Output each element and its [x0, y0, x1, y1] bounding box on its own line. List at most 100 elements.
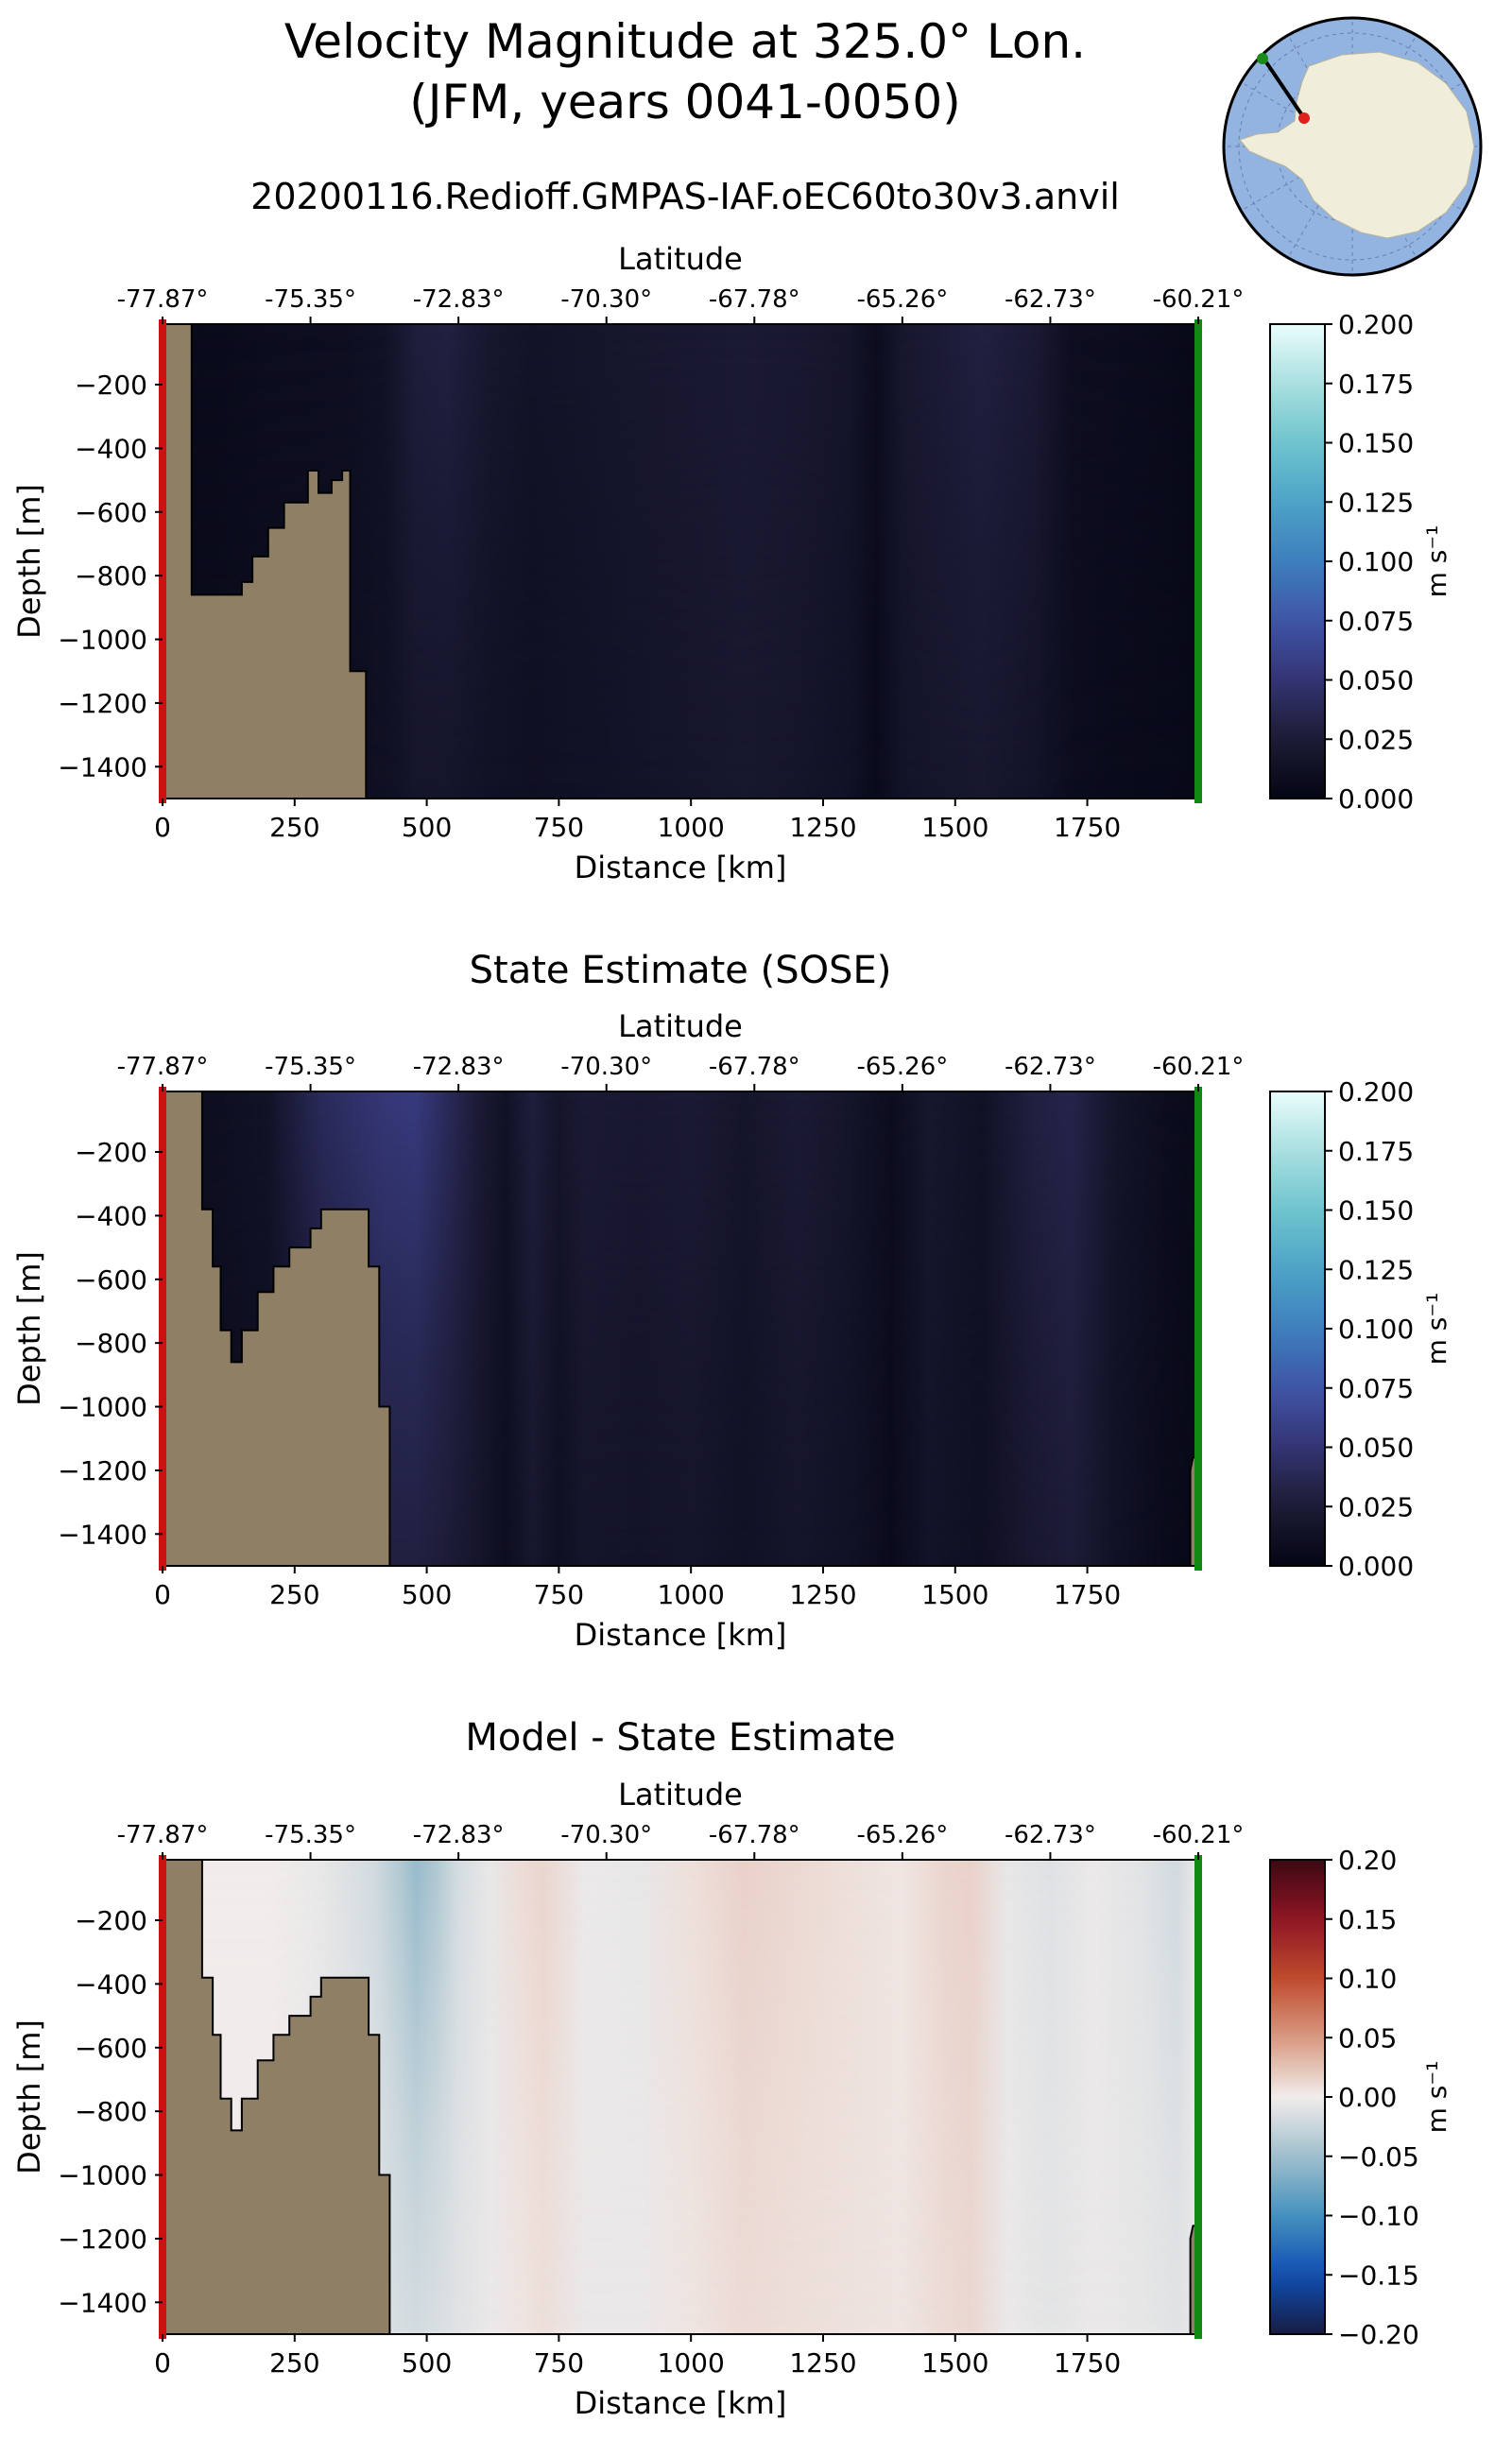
- latitude-axis-label: Latitude: [618, 1008, 743, 1044]
- colorbar-tick-label: 0.20: [1338, 1845, 1397, 1876]
- x-tick-label: 1750: [1054, 812, 1121, 843]
- x-tick-label: 0: [154, 812, 171, 843]
- x-tick-label: 1250: [789, 812, 856, 843]
- colorbar-tick-label: −0.10: [1338, 2201, 1419, 2232]
- colorbar-tick-label: 0.200: [1338, 309, 1414, 340]
- colorbar: [1269, 1859, 1326, 2335]
- y-tick-label: −1200: [58, 1455, 147, 1486]
- y-tick-label: −600: [75, 497, 147, 528]
- colorbar-tick-label: 0.050: [1338, 1433, 1414, 1464]
- latitude-tick-label: -75.35°: [265, 1821, 356, 1849]
- bathymetry-left: [162, 1091, 391, 1567]
- colorbar-label: m s⁻¹: [1421, 2061, 1452, 2134]
- y-tick-label: −1400: [58, 751, 147, 782]
- latitude-tick-label: -72.83°: [413, 1053, 505, 1081]
- y-tick-label: −600: [75, 1264, 147, 1296]
- y-tick-label: −800: [75, 560, 147, 592]
- colorbar-tick-label: 0.150: [1338, 1195, 1414, 1227]
- x-tick-label: 250: [269, 812, 319, 843]
- x-tick-label: 1000: [658, 1579, 725, 1610]
- latitude-tick-label: -72.83°: [413, 285, 505, 314]
- latitude-tick-label: -60.21°: [1153, 1821, 1245, 1849]
- x-axis-label: Distance [km]: [575, 2385, 787, 2421]
- x-tick-label: 250: [269, 1579, 319, 1610]
- panel-title: State Estimate (SOSE): [470, 949, 892, 992]
- colorbar-label: m s⁻¹: [1421, 1293, 1452, 1366]
- colorbar-tick-label: 0.15: [1338, 1904, 1397, 1935]
- y-tick-label: −800: [75, 1328, 147, 1359]
- latitude-tick-label: -70.30°: [560, 1821, 652, 1849]
- section-line: [1263, 58, 1306, 120]
- y-tick-label: −800: [75, 2096, 147, 2127]
- latitude-tick-label: -70.30°: [560, 285, 652, 314]
- colorbar-tick-label: −0.05: [1338, 2141, 1419, 2173]
- y-tick-label: −400: [75, 1968, 147, 2000]
- colorbar-tick-label: 0.000: [1338, 783, 1414, 815]
- bathymetry-left: [162, 323, 368, 799]
- colorbar-tick-label: 0.10: [1338, 1964, 1397, 1995]
- y-tick-label: −400: [75, 433, 147, 464]
- colorbar-tick-label: 0.025: [1338, 1491, 1414, 1522]
- x-axis-label: Distance [km]: [575, 1617, 787, 1653]
- y-tick-label: −1200: [58, 688, 147, 719]
- latitude-tick-label: -62.73°: [1005, 1821, 1096, 1849]
- colorbar-tick-label: 0.050: [1338, 665, 1414, 696]
- y-tick-label: −1000: [58, 625, 147, 656]
- x-tick-label: 1250: [789, 2347, 856, 2379]
- y-tick-label: −1400: [58, 2287, 147, 2318]
- latitude-tick-label: -70.30°: [560, 1053, 652, 1081]
- x-tick-label: 1000: [658, 2347, 725, 2379]
- latitude-tick-label: -77.87°: [117, 1053, 209, 1081]
- colorbar-tick-label: 0.075: [1338, 606, 1414, 637]
- x-tick-label: 1750: [1054, 2347, 1121, 2379]
- x-tick-label: 1000: [658, 812, 725, 843]
- x-tick-label: 750: [534, 2347, 584, 2379]
- section-end-point-icon: [1257, 53, 1268, 64]
- colorbar-tick-label: 0.175: [1338, 369, 1414, 400]
- colorbar: [1269, 1091, 1326, 1567]
- y-tick-label: −400: [75, 1200, 147, 1231]
- colorbar-tick-label: −0.20: [1338, 2319, 1419, 2350]
- colorbar-tick-label: 0.075: [1338, 1373, 1414, 1404]
- colorbar-tick-label: 0.000: [1338, 1551, 1414, 1582]
- colorbar: [1269, 323, 1326, 799]
- x-axis-label: Distance [km]: [575, 850, 787, 885]
- x-tick-label: 250: [269, 2347, 319, 2379]
- chart-panel-1: 0 250 500 750 1000 1250 1500 1750 Distance [km] -…: [11, 241, 1452, 885]
- colorbar-tick-label: −0.15: [1338, 2259, 1419, 2291]
- x-tick-label: 0: [154, 2347, 171, 2379]
- latitude-tick-label: -62.73°: [1005, 1053, 1096, 1081]
- x-tick-label: 1500: [921, 2347, 988, 2379]
- latitude-tick-label: -67.78°: [709, 1821, 800, 1849]
- latitude-tick-label: -65.26°: [856, 285, 948, 314]
- x-tick-label: 500: [402, 1579, 452, 1610]
- colorbar-tick-label: 0.175: [1338, 1136, 1414, 1167]
- latitude-tick-label: -77.87°: [117, 285, 209, 314]
- x-tick-label: 750: [534, 1579, 584, 1610]
- colorbar-tick-label: 0.100: [1338, 546, 1414, 577]
- latitude-tick-label: -60.21°: [1153, 1053, 1245, 1081]
- latitude-tick-label: -75.35°: [265, 285, 356, 314]
- x-tick-label: 1500: [921, 812, 988, 843]
- colorbar-tick-label: 0.150: [1338, 428, 1414, 459]
- y-axis-label: Depth [m]: [11, 484, 47, 639]
- section-start-point-icon: [1298, 112, 1310, 124]
- colorbar-tick-label: 0.100: [1338, 1314, 1414, 1345]
- inset-map: [1222, 16, 1483, 277]
- latitude-tick-label: -75.35°: [265, 1053, 356, 1081]
- y-tick-label: −1400: [58, 1519, 147, 1550]
- y-tick-label: −1200: [58, 2224, 147, 2255]
- y-tick-label: −200: [75, 1137, 147, 1168]
- chart-panel-2: State Estimate (SOSE) 0 250 500 750 1000 1250 1…: [11, 949, 1452, 1653]
- section-end-marker: [1194, 319, 1202, 803]
- colorbar-tick-label: 0.200: [1338, 1076, 1414, 1108]
- figure-title-line2: (JFM, years 0041-0050): [409, 75, 961, 129]
- latitude-axis-label: Latitude: [618, 1777, 743, 1813]
- y-axis-label: Depth [m]: [11, 2019, 47, 2174]
- run-name-label: 20200116.Redioff.GMPAS-IAF.oEC60to30v3.a…: [250, 176, 1120, 217]
- latitude-tick-label: -65.26°: [856, 1821, 948, 1849]
- section-start-marker: [159, 1087, 166, 1571]
- panel-title: Model - State Estimate: [465, 1716, 895, 1760]
- y-tick-label: −1000: [58, 2160, 147, 2191]
